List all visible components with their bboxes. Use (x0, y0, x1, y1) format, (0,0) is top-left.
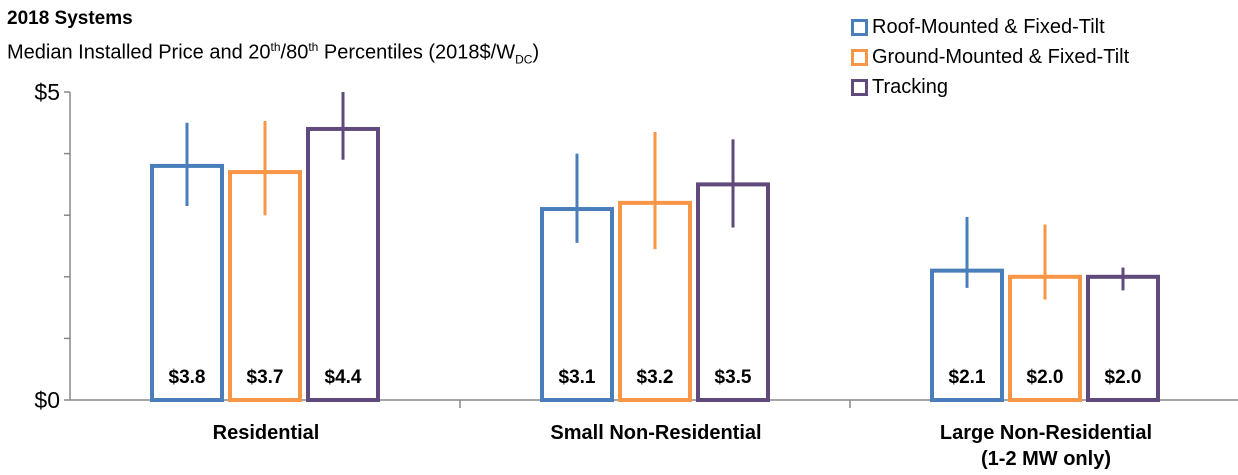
bar (1008, 274, 1082, 402)
chart-subtitle: Median Installed Price and 20th/80th Per… (7, 40, 539, 67)
data-label: $3.1 (559, 367, 596, 388)
subtitle-part: ) (532, 41, 540, 64)
data-label: $2.0 (1027, 367, 1064, 388)
category-label: Residential (212, 422, 320, 444)
y-tick-label: $0 (34, 387, 60, 413)
data-label: $4.4 (325, 367, 362, 388)
legend-item: Roof-Mounted & Fixed-Tilt (851, 12, 1129, 42)
subtitle-part: Percentiles (2018$/W (318, 41, 516, 64)
category-label-large-non-residential: Large Non-Residential (1-2 MW only) (881, 420, 1211, 472)
bar (1086, 274, 1160, 402)
category-label: Large Non-Residential (939, 422, 1153, 444)
legend-swatch (851, 48, 868, 66)
legend-label: Tracking (872, 75, 948, 98)
legend-swatch (851, 18, 868, 36)
legend-label: Ground-Mounted & Fixed-Tilt (872, 45, 1130, 68)
subtitle-part: Median Installed Price and 20 (7, 41, 271, 64)
subtitle-sup: th (308, 40, 319, 54)
data-label: $3.2 (637, 367, 674, 388)
bar (306, 126, 380, 403)
category-label: Small Non-Residential (550, 422, 762, 444)
category-label-residential: Residential (101, 420, 431, 446)
category-label-small-non-residential: Small Non-Residential (491, 420, 821, 446)
chart-title: 2018 Systems (7, 8, 133, 29)
legend-label: Roof-Mounted & Fixed-Tilt (872, 15, 1105, 38)
legend-item: Ground-Mounted & Fixed-Tilt (851, 42, 1129, 72)
bar (930, 268, 1004, 403)
legend-item: Tracking (851, 72, 1129, 102)
legend-swatch (851, 78, 868, 96)
y-tick-label: $5 (34, 79, 60, 105)
data-label: $3.5 (715, 367, 752, 388)
category-sublabel: (1-2 MW only) (981, 448, 1111, 470)
data-label: $2.0 (1105, 367, 1142, 388)
data-label: $2.1 (949, 367, 986, 388)
legend: Roof-Mounted & Fixed-Tilt Ground-Mounted… (851, 12, 1129, 102)
data-label: $3.7 (247, 367, 284, 388)
subtitle-part: /80 (280, 41, 309, 64)
data-label: $3.8 (169, 367, 206, 388)
subtitle-sup: th (270, 40, 281, 54)
subtitle-sub: DC (515, 52, 533, 67)
